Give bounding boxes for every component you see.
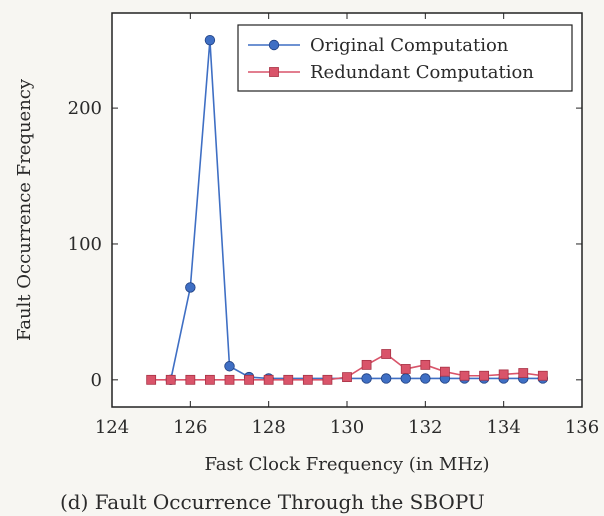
original-computation-point <box>380 373 392 384</box>
redundant-computation-point <box>224 374 235 385</box>
original-computation-point <box>224 361 235 372</box>
redundant-computation-point <box>361 359 372 370</box>
redundant-computation-point <box>381 349 392 359</box>
line-chart: 124 126 128 130 132 134 136 0 100 200 Original Co… <box>14 12 599 475</box>
redundant-computation-point <box>302 374 313 385</box>
original-computation-point <box>420 373 431 384</box>
redundant-computation-point <box>263 374 274 385</box>
legend-marker-redundant-computation <box>269 67 279 77</box>
legend: Original Computation Redundant Computatio… <box>237 24 573 92</box>
axes: 124 126 128 130 132 134 136 0 100 200 <box>68 13 599 438</box>
legend-marker-original-computation <box>268 39 280 51</box>
series-layer <box>146 34 549 386</box>
x-tick-label: 134 <box>486 417 520 438</box>
redundant-computation-point <box>342 372 352 383</box>
x-tick-label: 128 <box>251 417 285 438</box>
series-redundant-computation <box>146 349 548 385</box>
redundant-computation-point <box>244 374 254 385</box>
original-computation-point <box>185 282 196 293</box>
redundant-computation-point <box>185 374 196 385</box>
redundant-computation-point <box>322 374 333 385</box>
legend-box <box>237 24 573 92</box>
figure-caption: (d) Fault Occurrence Through the SBOPU <box>60 490 485 514</box>
y-tick-label: 100 <box>68 234 102 255</box>
legend-label-redundant-computation: Redundant Computation <box>310 62 534 83</box>
y-tick-label: 200 <box>68 98 102 119</box>
redundant-computation-point <box>165 374 176 385</box>
legend-label-original-computation: Original Computation <box>310 35 509 56</box>
redundant-computation-point <box>498 369 509 380</box>
original-computation-point <box>361 373 372 384</box>
redundant-computation-point <box>440 366 450 377</box>
x-tick-label: 130 <box>330 417 364 438</box>
original-computation-point <box>400 373 411 384</box>
redundant-computation-point <box>205 374 215 385</box>
y-tick-label: 0 <box>91 370 102 391</box>
x-tick-label: 136 <box>565 417 599 438</box>
x-tick-label: 124 <box>95 417 129 438</box>
redundant-computation-point <box>459 370 470 381</box>
original-computation-point <box>204 34 216 46</box>
x-tick-label: 126 <box>173 417 207 438</box>
redundant-computation-point <box>420 359 431 370</box>
original-computation-line <box>169 40 543 380</box>
x-axis-label: Fast Clock Frequency (in MHz) <box>204 454 489 475</box>
y-axis-label: Fault Occurrence Frequency <box>14 78 35 341</box>
redundant-computation-point <box>146 374 157 385</box>
redundant-computation-point <box>479 370 489 381</box>
redundant-computation-point <box>518 368 529 378</box>
redundant-computation-point <box>537 370 548 381</box>
redundant-computation-point <box>400 364 411 374</box>
x-tick-label: 132 <box>408 417 442 438</box>
redundant-computation-point <box>283 374 294 385</box>
